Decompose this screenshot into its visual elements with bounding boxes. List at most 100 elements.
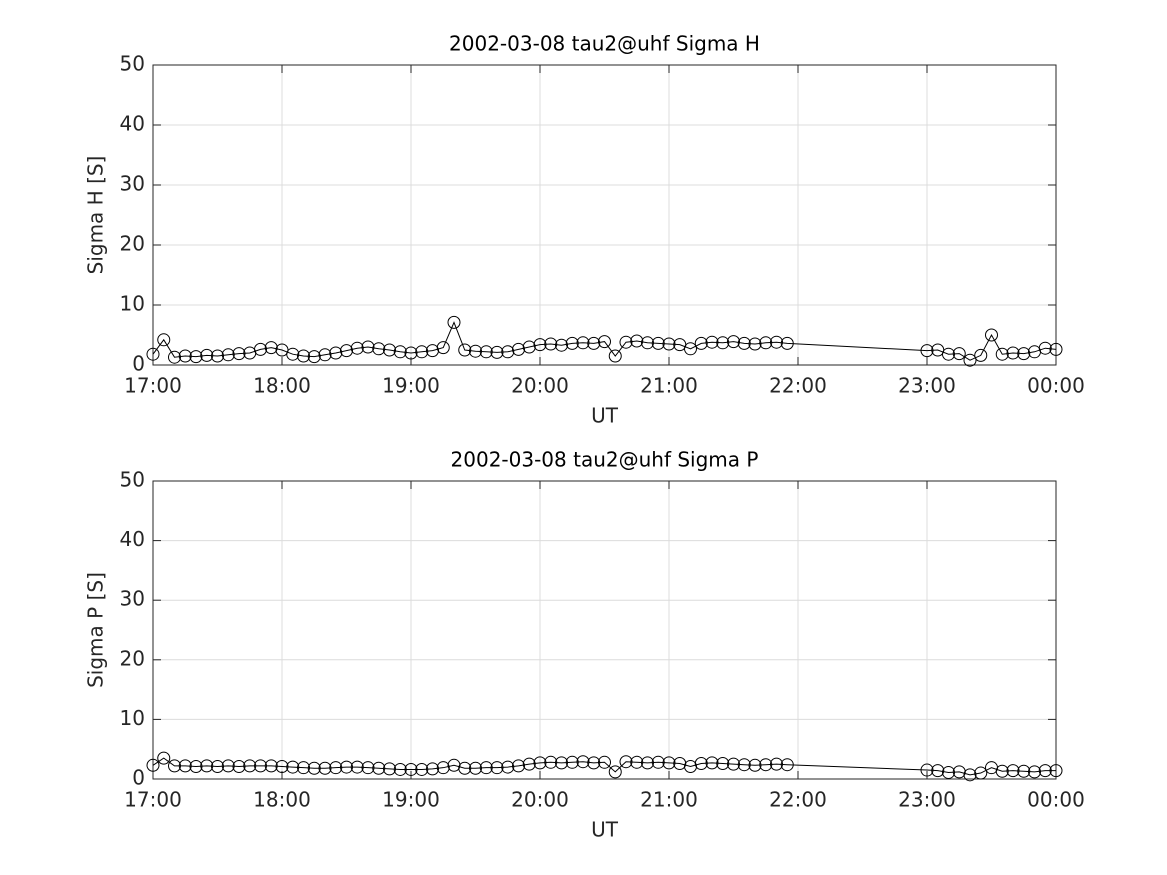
data-point <box>200 759 214 773</box>
data-point <box>447 315 461 329</box>
x-tick-label: 21:00 <box>640 788 698 812</box>
x-tick-label: 19:00 <box>382 374 440 398</box>
data-point <box>770 757 783 771</box>
y-tick-label: 40 <box>120 527 145 551</box>
data-point <box>1006 764 1020 778</box>
x-tick-label: 22:00 <box>769 374 827 398</box>
data-point <box>264 759 278 773</box>
data-point <box>694 336 708 350</box>
data-point <box>770 335 783 349</box>
data-point <box>393 345 407 359</box>
data-point <box>350 760 364 774</box>
data-point <box>415 762 429 776</box>
data-point <box>942 347 955 361</box>
data-point <box>458 761 472 775</box>
data-point <box>651 755 665 769</box>
data-point <box>716 757 730 771</box>
data-point <box>361 340 375 354</box>
data-point <box>436 761 450 775</box>
data-point <box>404 346 418 360</box>
chart-title: 2002-03-08 tau2@uhf Sigma P <box>451 448 759 472</box>
data-point <box>1017 764 1031 778</box>
data-point <box>490 345 504 359</box>
data-point <box>555 338 568 352</box>
data-point <box>705 756 719 770</box>
data-point <box>780 336 794 350</box>
data-point <box>157 333 171 347</box>
x-tick-label: 19:00 <box>382 788 440 812</box>
data-point <box>974 348 988 362</box>
data-point <box>297 349 310 363</box>
data-point <box>576 336 590 350</box>
data-point <box>286 347 300 361</box>
data-point <box>1006 346 1020 360</box>
data-point <box>178 349 192 363</box>
y-tick-label: 20 <box>120 646 145 670</box>
data-line <box>152 757 1056 776</box>
data-point <box>415 345 429 359</box>
data-point <box>340 760 353 774</box>
data-point <box>727 757 740 771</box>
x-axis-label: UT <box>591 404 619 428</box>
data-point <box>232 759 246 773</box>
data-point <box>1028 765 1041 779</box>
data-point <box>565 336 579 350</box>
data-point <box>522 757 536 771</box>
data-point <box>716 336 730 350</box>
y-tick-label: 30 <box>120 172 145 196</box>
x-tick-label: 00:00 <box>1027 788 1085 812</box>
data-point <box>630 755 644 769</box>
data-point <box>759 758 773 772</box>
data-point <box>619 755 633 769</box>
data-point <box>598 755 611 769</box>
data-point <box>522 340 536 354</box>
data-point <box>221 348 235 362</box>
plot-area <box>153 65 1056 365</box>
data-point <box>168 350 181 364</box>
data-point <box>189 350 203 364</box>
data-point <box>694 757 708 771</box>
data-point <box>404 762 418 776</box>
y-tick-label: 10 <box>120 706 145 730</box>
data-point <box>576 755 590 769</box>
data-point <box>372 342 386 356</box>
x-tick-label: 21:00 <box>640 374 698 398</box>
data-point <box>737 336 751 350</box>
data-point <box>254 342 267 356</box>
data-point <box>963 353 977 367</box>
x-tick-label: 20:00 <box>511 788 569 812</box>
data-point <box>232 347 246 361</box>
data-point <box>985 328 998 342</box>
data-point <box>501 345 515 359</box>
data-point <box>512 342 525 356</box>
data-point <box>297 761 310 775</box>
data-line <box>152 321 1057 361</box>
axes-box <box>152 480 1057 780</box>
data-point <box>587 336 601 350</box>
x-tick-label: 00:00 <box>1027 374 1085 398</box>
data-point <box>641 336 654 350</box>
data-point <box>469 761 482 775</box>
data-point <box>146 758 160 772</box>
data-point <box>748 758 762 772</box>
data-point <box>995 764 1009 778</box>
data-point <box>318 348 332 362</box>
subplot: 0 10 20 30 40 50 17:00 18:00 19:00 20:00 21:00 22:0… <box>84 448 1085 842</box>
x-tick-label: 20:00 <box>511 374 569 398</box>
data-point <box>307 350 321 364</box>
data-point <box>780 758 794 772</box>
y-tick-label: 40 <box>120 112 145 136</box>
data-point <box>501 760 515 774</box>
chart-title: 2002-03-08 tau2@uhf Sigma H <box>449 32 760 56</box>
data-point <box>684 342 697 356</box>
data-point <box>329 346 343 360</box>
data-point <box>361 761 375 775</box>
data-point <box>469 344 482 358</box>
axes-box <box>152 64 1057 366</box>
data-point <box>1038 341 1052 355</box>
data-point <box>479 761 493 775</box>
subplot: 0 10 20 30 40 50 17:00 18:00 19:00 20:00 21:00 22:0… <box>84 32 1085 428</box>
y-tick-label: 0 <box>132 766 145 790</box>
y-axis-label: Sigma H [S] <box>84 156 108 275</box>
y-tick-label: 10 <box>120 292 145 316</box>
